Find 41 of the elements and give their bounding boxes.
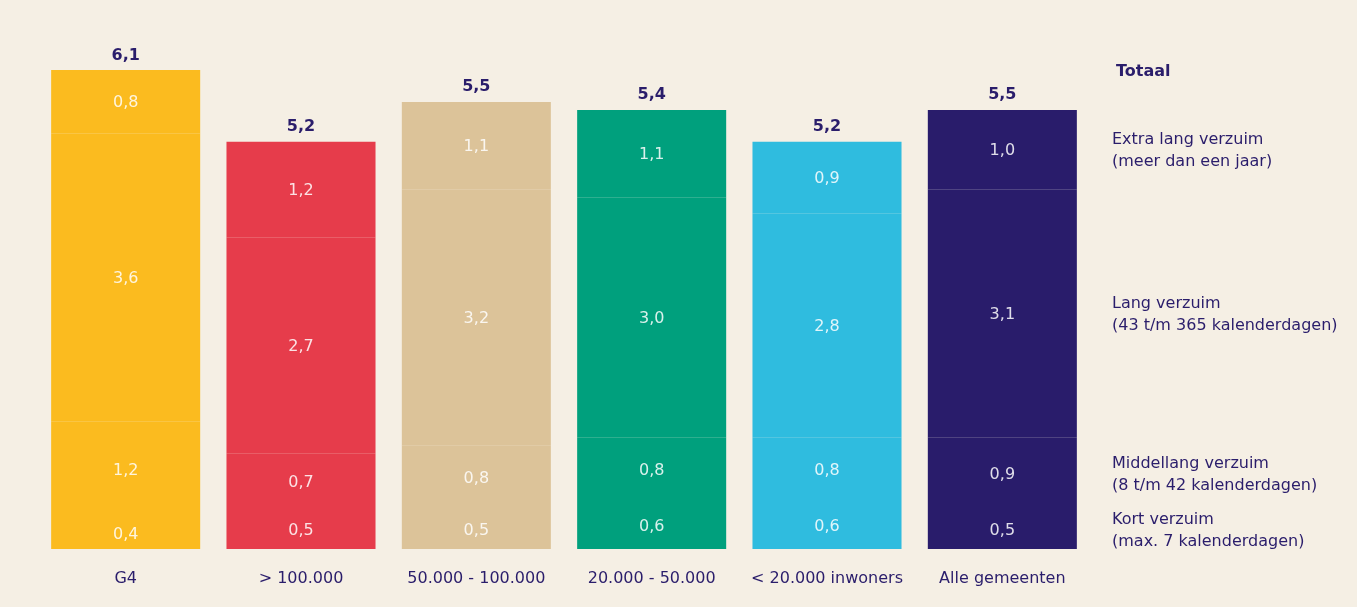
data-label: 0,9 (814, 168, 840, 188)
data-label: 0,6 (638, 515, 665, 535)
data-label: 3,0 (638, 307, 665, 327)
x-tick-label: < 20.000 inwoners (751, 567, 903, 587)
data-label: 0,4 (112, 523, 139, 543)
total-label: 5,2 (286, 116, 316, 136)
text: Lang verzuim (43 t/m 365 kalenderdagen) (1112, 292, 1338, 334)
data-label: 0,9 (989, 463, 1016, 483)
data-label: 0,7 (288, 471, 314, 491)
data-label: 0,6 (814, 515, 840, 535)
total-label: 5,2 (812, 116, 842, 136)
data-label: 1,1 (638, 144, 665, 164)
text: Kort verzuim (max. 7 kalenderdagen) (1112, 508, 1305, 550)
data-label: 1,2 (112, 459, 139, 479)
x-tick-label: Alle gemeenten (939, 567, 1066, 587)
data-label: 0,8 (112, 92, 139, 112)
data-label: 3,2 (463, 307, 490, 327)
total-label: 5,5 (462, 76, 491, 96)
data-label: 0,5 (989, 519, 1016, 539)
total-label: 5,4 (637, 84, 666, 104)
data-label: 0,5 (463, 519, 490, 539)
text: Extra lang verzuim (meer dan een jaar) (1112, 129, 1273, 171)
x-tick-label: 50.000 - 100.000 (407, 567, 546, 587)
data-label: 3,1 (989, 303, 1016, 323)
text: Totaal (1116, 60, 1171, 80)
data-label: 1,1 (463, 136, 490, 156)
x-tick-label: 20.000 - 50.000 (587, 567, 716, 587)
data-label: 2,8 (814, 315, 840, 335)
data-label: 0,8 (638, 459, 665, 479)
data-label: 2,7 (288, 335, 314, 355)
x-tick-label: G4 (114, 567, 137, 587)
data-label: 0,5 (288, 519, 314, 539)
total-label: 6,1 (111, 44, 140, 64)
data-label: 3,6 (112, 268, 139, 288)
data-label: 1,2 (288, 180, 314, 200)
data-label: 0,8 (814, 459, 840, 479)
text: Middellang verzuim (8 t/m 42 kalenderdagen) (1112, 452, 1318, 494)
data-label: 1,0 (989, 140, 1016, 160)
total-label: 5,5 (988, 84, 1017, 104)
x-tick-label: > 100.000 (258, 567, 344, 587)
data-label: 0,8 (463, 467, 490, 487)
